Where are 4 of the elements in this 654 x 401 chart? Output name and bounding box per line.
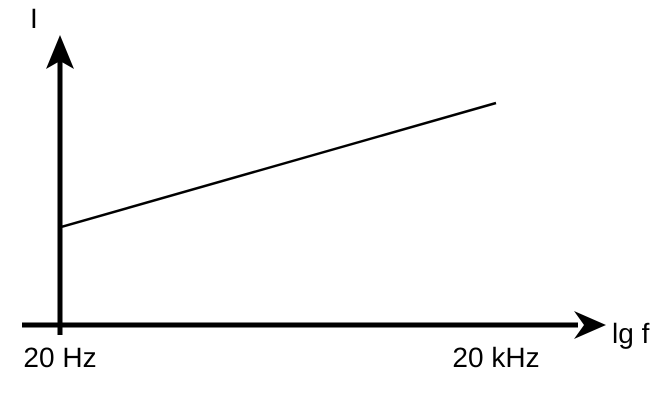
y-axis-title: I bbox=[30, 3, 38, 34]
x-tick-label: 20 Hz bbox=[23, 342, 97, 373]
x-axis-title: lg f bbox=[612, 318, 650, 349]
x-tick-label: 20 kHz bbox=[452, 342, 540, 373]
